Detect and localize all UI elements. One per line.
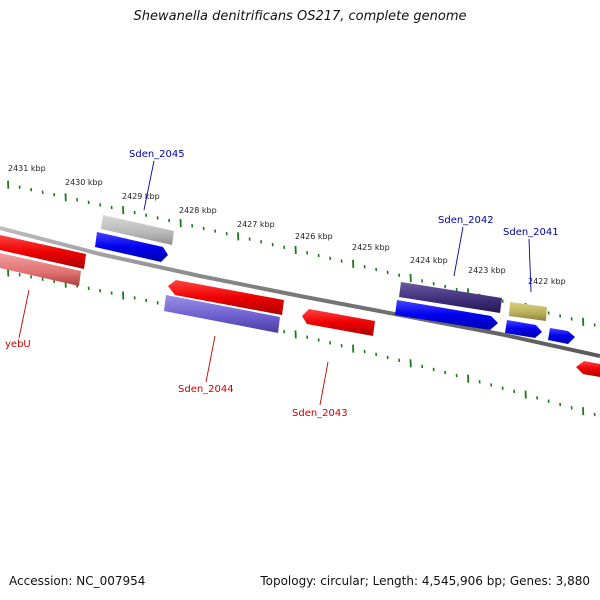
leader-line xyxy=(143,160,155,211)
scale-label: 2426 kbp xyxy=(295,232,333,241)
leader-line xyxy=(453,226,464,277)
gene-feature-reverse[interactable] xyxy=(168,280,284,315)
genes-value: 3,880 xyxy=(555,574,590,588)
scale-label: 2423 kbp xyxy=(468,266,506,275)
accession-label: Accession: xyxy=(9,574,73,588)
genome-summary: Topology: circular; Length: 4,545,906 bp… xyxy=(260,574,590,588)
forward-strand-features xyxy=(95,215,575,344)
accession-info: Accession: NC_007954 xyxy=(9,574,145,588)
gene-label-forward[interactable]: Sden_2042 xyxy=(438,215,494,226)
scale-label: 2424 kbp xyxy=(410,256,448,265)
scale-label: 2430 kbp xyxy=(65,178,103,187)
scale-label: 2431 kbp xyxy=(8,164,46,173)
accession-value: NC_007954 xyxy=(76,574,146,588)
scale-label: 2427 kbp xyxy=(237,220,275,229)
scale-label: 2428 kbp xyxy=(179,206,217,215)
reverse-strand-features xyxy=(0,235,600,377)
gene-label-reverse[interactable]: Sden_2043 xyxy=(292,408,348,419)
gene-feature-forward[interactable] xyxy=(399,282,502,313)
gene-feature-forward[interactable] xyxy=(101,215,174,245)
leader-line xyxy=(319,361,329,406)
map-title: Shewanella denitrificans OS217, complete… xyxy=(133,9,467,24)
genome-backbone xyxy=(0,226,600,358)
length-value: 4,545,906 bp xyxy=(421,574,502,588)
leader-line xyxy=(528,238,532,293)
genes-label: Genes: xyxy=(509,574,552,588)
gene-feature-reverse[interactable] xyxy=(576,361,600,377)
gene-feature-forward[interactable] xyxy=(548,328,575,344)
gene-feature-forward[interactable] xyxy=(505,320,542,338)
gene-feature-forward[interactable] xyxy=(95,232,168,262)
scale-label: 2425 kbp xyxy=(352,243,390,252)
gene-feature-reverse[interactable] xyxy=(0,235,86,269)
gene-feature-forward[interactable] xyxy=(509,302,547,321)
gene-feature-reverse[interactable] xyxy=(302,309,375,336)
leader-line xyxy=(18,289,30,339)
gene-label-reverse[interactable]: Sden_2044 xyxy=(178,384,234,395)
scale-label: 2429 kbp xyxy=(122,192,160,201)
gene-feature-reverse[interactable] xyxy=(164,295,280,333)
gene-feature-reverse[interactable] xyxy=(0,253,81,286)
length-label: Length: xyxy=(372,574,419,588)
label-leader-lines xyxy=(18,160,532,406)
gene-label-reverse[interactable]: yebU xyxy=(5,339,31,350)
leader-line xyxy=(205,335,216,383)
inner-scale-ticks xyxy=(7,268,596,417)
gene-labels: Sden_2045 Sden_2042 Sden_2041 yebU Sden_… xyxy=(5,149,559,419)
scale-label: 2422 kbp xyxy=(528,277,566,286)
gene-label-forward[interactable]: Sden_2045 xyxy=(129,149,185,160)
topology-value: circular xyxy=(320,574,365,588)
gene-label-forward[interactable]: Sden_2041 xyxy=(503,227,559,238)
scale-labels: 2431 kbp 2430 kbp 2429 kbp 2428 kbp 2427… xyxy=(8,164,566,286)
topology-label: Topology: xyxy=(260,574,317,588)
gene-feature-forward[interactable] xyxy=(395,300,498,330)
